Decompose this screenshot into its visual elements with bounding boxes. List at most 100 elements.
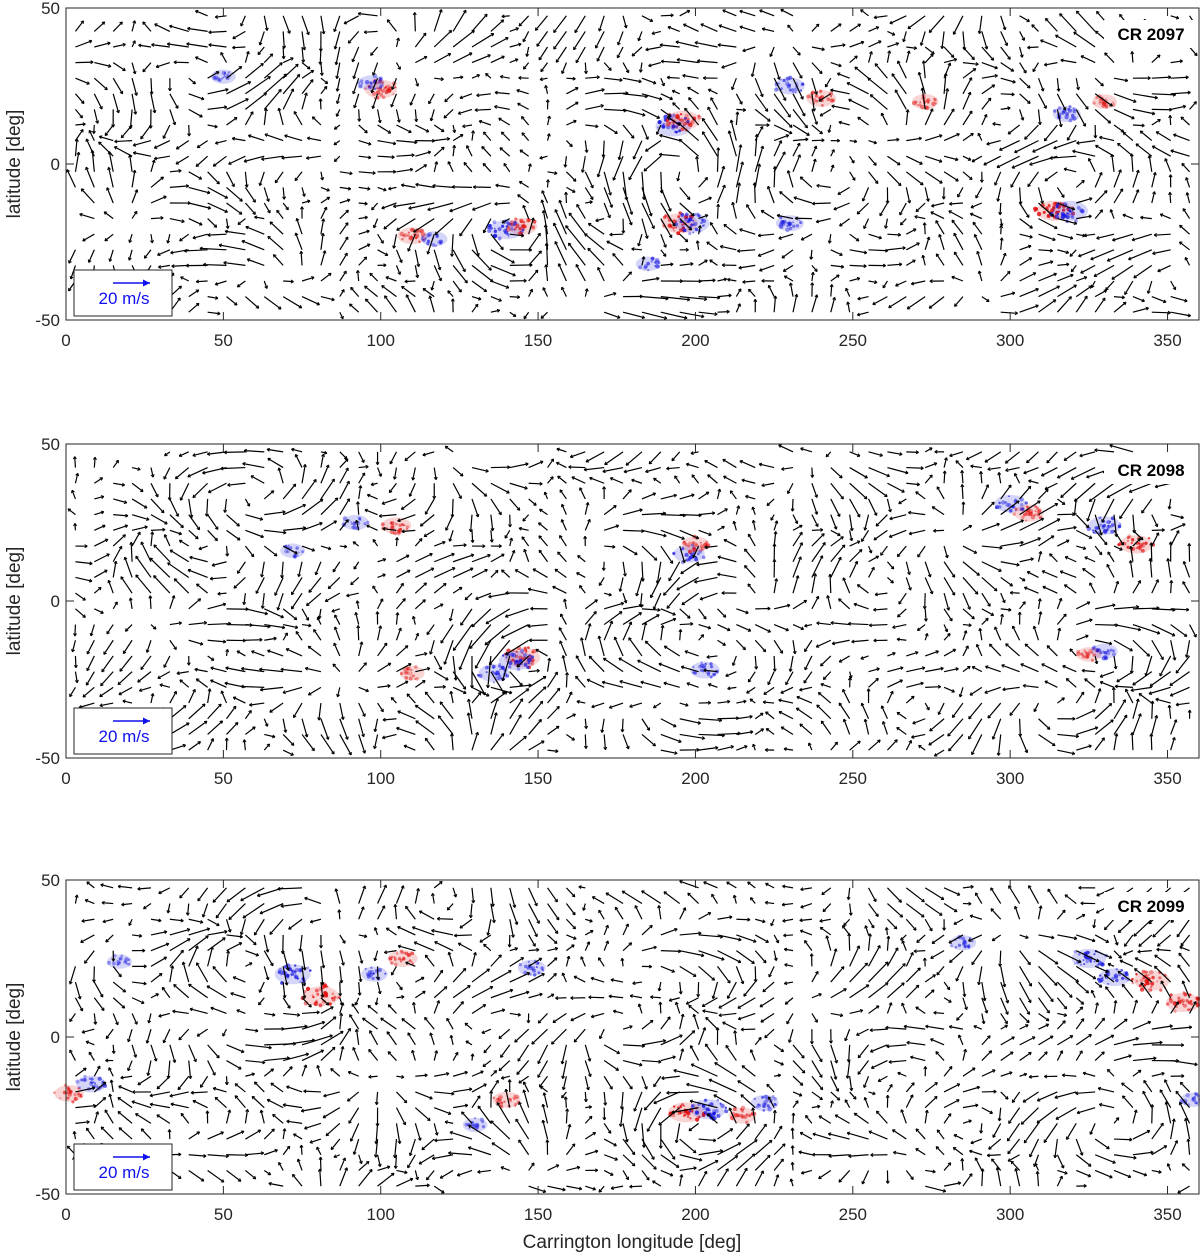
- flow-arrow-head: [223, 105, 228, 110]
- magnetogram-pixel: [916, 104, 919, 107]
- flow-arrow: [220, 52, 228, 63]
- flow-arrow: [207, 106, 227, 110]
- flow-arrow: [114, 146, 133, 157]
- magnetogram-pixel: [514, 227, 517, 230]
- flow-arrow-head: [132, 169, 137, 174]
- magnetogram-pixel: [779, 224, 784, 229]
- flow-arrow-head: [345, 222, 349, 226]
- flow-arrow: [259, 31, 265, 46]
- flow-arrow-head: [264, 285, 269, 289]
- magnetogram-pixel: [709, 675, 713, 679]
- magnetogram-pixel: [696, 552, 700, 556]
- magnetogram-pixel: [1092, 101, 1096, 105]
- magnetogram-pixel: [500, 224, 505, 228]
- magnetogram-pixel: [1109, 648, 1113, 652]
- flow-arrow-head: [214, 296, 219, 300]
- magnetogram-pixel: [788, 88, 792, 92]
- magnetogram-pixel: [427, 243, 430, 246]
- flow-arrow-head: [181, 219, 185, 224]
- flow-arrow: [282, 31, 285, 49]
- flow-arrow-head: [186, 42, 190, 47]
- magnetogram-pixel: [386, 84, 391, 90]
- flow-arrow-head: [306, 136, 311, 141]
- flow-arrow: [225, 171, 235, 187]
- flow-arrow-head: [103, 211, 108, 215]
- flow-arrow: [74, 20, 84, 32]
- flow-arrow-head: [284, 134, 288, 139]
- x-tick-label: 100: [367, 331, 395, 350]
- flow-arrow: [339, 289, 345, 297]
- flow-arrow-head: [318, 98, 323, 102]
- magnetogram-pixel: [704, 662, 707, 666]
- flow-arrow-head: [185, 184, 190, 189]
- magnetogram-pixel: [527, 646, 530, 650]
- flow-arrow: [74, 138, 78, 157]
- magnetogram-pixel: [360, 82, 364, 85]
- magnetogram-pixel: [1104, 105, 1109, 109]
- flow-arrow-head: [244, 184, 249, 188]
- flow-arrow: [282, 15, 291, 34]
- flow-arrow: [169, 218, 185, 223]
- magnetogram-pixel: [409, 668, 413, 672]
- magnetogram-pixel: [1062, 208, 1066, 212]
- flow-arrow-head: [223, 260, 227, 265]
- magnetogram-pixel: [665, 122, 670, 127]
- magnetogram-pixel: [403, 233, 408, 238]
- flow-arrow: [869, 623, 888, 626]
- magnetogram-pixel: [1110, 524, 1113, 528]
- magnetogram-pixel: [1052, 206, 1056, 210]
- flow-arrow: [339, 270, 347, 282]
- magnetogram-pixel: [221, 76, 225, 79]
- flow-arrow-head: [153, 145, 158, 149]
- flow-arrow: [149, 595, 152, 609]
- magnetogram-pixel: [406, 668, 409, 671]
- magnetogram-pixel: [701, 224, 704, 227]
- flow-arrow: [336, 93, 341, 104]
- flow-arrow: [154, 140, 171, 149]
- flow-arrow: [248, 134, 265, 142]
- magnetogram-pixel: [672, 113, 676, 118]
- magnetogram-pixel: [227, 71, 231, 74]
- flow-arrow: [208, 30, 227, 33]
- flow-arrow: [228, 155, 246, 165]
- flow-arrow-head: [335, 100, 340, 105]
- magnetogram-pixel: [781, 219, 785, 223]
- flow-arrow: [143, 249, 152, 259]
- y-tick-label: -50: [35, 311, 60, 330]
- magnetogram-pixel: [672, 226, 675, 230]
- magnetogram-pixel: [682, 541, 687, 545]
- flow-arrow-head: [180, 276, 184, 280]
- flow-arrow: [188, 108, 203, 118]
- flow-arrow-head: [104, 132, 109, 137]
- flow-arrow: [98, 141, 114, 157]
- flow-arrow: [273, 254, 284, 266]
- flow-arrow-head: [207, 205, 212, 210]
- flow-arrow: [131, 189, 138, 204]
- magnetogram-pixel: [370, 82, 373, 85]
- flow-arrow: [150, 234, 153, 244]
- flow-arrow: [259, 171, 265, 186]
- magnetogram-pixel: [498, 674, 502, 678]
- flow-arrow: [167, 43, 189, 48]
- magnetogram-pixel: [684, 212, 689, 217]
- magnetogram-pixel: [373, 87, 377, 90]
- flow-arrow-head: [343, 270, 347, 275]
- flow-arrow-head: [335, 113, 340, 117]
- flow-arrow-head: [250, 111, 254, 115]
- flow-arrow-head: [294, 177, 299, 182]
- flow-arrow-head: [91, 130, 96, 134]
- magnetogram-pixel: [643, 265, 648, 270]
- flow-arrow: [887, 233, 901, 236]
- flow-arrow-head: [166, 240, 171, 244]
- magnetogram-pixel: [498, 668, 501, 671]
- flow-arrow-head: [272, 254, 277, 258]
- x-tick-label: 350: [1153, 331, 1181, 350]
- y-tick-label: 50: [41, 0, 60, 18]
- flow-arrow: [282, 202, 289, 211]
- flow-arrow-head: [106, 187, 110, 191]
- magnetogram-pixel: [383, 86, 387, 90]
- flow-arrow: [131, 62, 136, 75]
- flow-arrow: [565, 672, 568, 688]
- magnetogram-pixel: [420, 237, 424, 241]
